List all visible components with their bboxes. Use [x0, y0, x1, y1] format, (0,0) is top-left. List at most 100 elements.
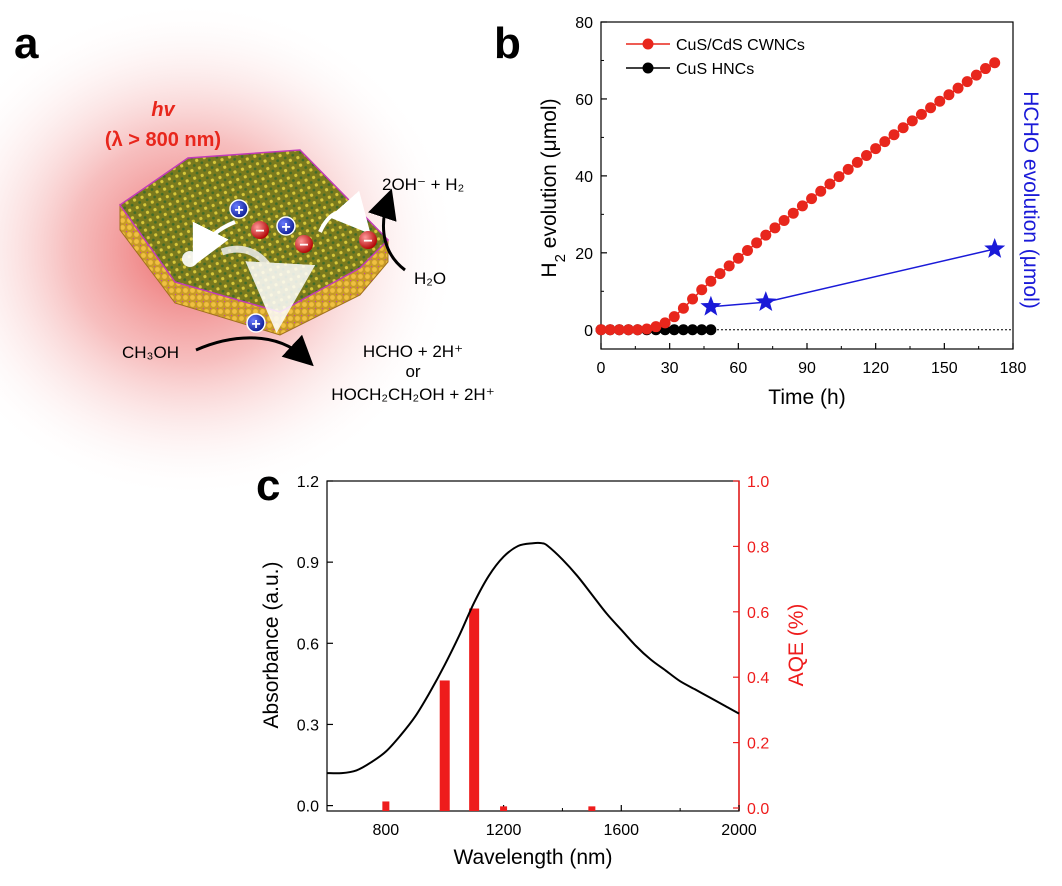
data-point	[796, 200, 808, 212]
plot-c-xlabel: Wavelength (nm)	[453, 846, 612, 869]
x-tick-label: 60	[729, 360, 747, 377]
x-tick-label: 180	[1000, 360, 1027, 377]
reactant-methanol: CH₃OH	[122, 343, 179, 362]
y2-tick-label: 0.2	[747, 736, 769, 753]
data-point	[980, 63, 992, 75]
water-reduction-arrow	[368, 188, 406, 272]
x-tick-label: 30	[661, 360, 679, 377]
x-tick-label: 800	[373, 822, 400, 839]
legend-label-cuscds: CuS/CdS CWNCs	[676, 37, 805, 54]
y2-tick-label: 1.0	[747, 474, 769, 491]
data-point	[641, 323, 653, 335]
legend-label-cus: CuS HNCs	[676, 61, 754, 78]
y-tick-label: 0.6	[297, 636, 319, 653]
data-point	[970, 69, 982, 81]
data-point	[696, 324, 708, 336]
svg-text:+: +	[234, 202, 243, 219]
data-point	[604, 324, 616, 336]
x-tick-label: 1200	[486, 822, 522, 839]
panel-b-chart: b 0 30 60 90 120 150 180 0 20 40 60 80 Time (h) H2 …	[494, 15, 1042, 409]
data-point	[732, 252, 744, 264]
y2-tick-label: 0.8	[747, 539, 769, 556]
svg-text:−: −	[299, 237, 308, 254]
data-point	[952, 82, 964, 94]
x-tick-label: 2000	[721, 822, 757, 839]
plot-b-marks	[595, 57, 1006, 336]
plot-b-ylabel: H2 evolution (μmol)	[538, 98, 569, 277]
panel-c-chart: c 800 1200 1600 2000 0.0 0.3 0.6 0.9 1.2 0.0 0.2 0.…	[256, 461, 808, 869]
data-point	[925, 102, 937, 114]
electron-1: −	[251, 221, 269, 240]
data-point	[787, 207, 799, 219]
y-tick-label: 1.2	[297, 474, 319, 491]
data-point	[632, 324, 644, 336]
x-tick-label: 0	[597, 360, 606, 377]
panel-a-schematic: a hv (λ > 800 nm) + + + − − − 2OH⁻ + H₂ …	[0, 0, 495, 500]
absorbance-curve	[326, 541, 740, 775]
hole-vacancy	[182, 251, 198, 267]
light-symbol: hv	[151, 99, 176, 121]
data-point	[989, 57, 1001, 69]
data-point	[677, 324, 689, 336]
series-line-hcho	[710, 248, 995, 308]
svg-text:+: +	[281, 219, 290, 236]
y-tick-label: 40	[575, 169, 593, 186]
star-point	[700, 295, 722, 316]
data-point	[650, 321, 662, 333]
data-point	[595, 324, 607, 336]
y-tick-label: 60	[575, 92, 593, 109]
plot-c-frame	[326, 480, 740, 812]
aqe-bar	[439, 680, 450, 811]
data-point	[934, 95, 946, 107]
panel-b-letter: b	[494, 19, 521, 68]
y2-tick-label: 0.0	[747, 801, 769, 818]
plot-b-legend: CuS/CdS CWNCs CuS HNCs	[626, 37, 805, 78]
panel-c-letter: c	[256, 461, 280, 510]
plot-b-y2label: HCHO evolution (μmol)	[1019, 91, 1042, 309]
data-point	[723, 260, 735, 272]
data-point	[897, 122, 909, 134]
data-point	[806, 193, 818, 205]
product-or: or	[405, 362, 420, 381]
legend-marker-red	[642, 38, 654, 50]
charge-transfer-arrow-3	[318, 190, 371, 234]
y2-tick-label: 0.4	[747, 670, 769, 687]
y2-tick-label: 0.6	[747, 605, 769, 622]
data-point	[851, 156, 863, 168]
data-point	[833, 171, 845, 183]
data-point	[622, 324, 634, 336]
data-point	[714, 268, 726, 280]
aqe-bar	[382, 801, 390, 811]
charge-transfer-arrow-2	[220, 245, 316, 333]
data-point	[668, 311, 680, 323]
electron-3: −	[359, 231, 377, 250]
plot-c-ylabel: Absorbance (a.u.)	[260, 562, 283, 729]
star-point	[755, 291, 777, 311]
data-point	[961, 76, 973, 88]
hole-2: +	[276, 216, 296, 236]
data-point	[906, 115, 918, 127]
data-point	[861, 149, 873, 161]
data-point	[888, 129, 900, 141]
y-tick-label: 0.9	[297, 555, 319, 572]
data-point	[769, 222, 781, 234]
plot-b-frame	[600, 21, 1014, 350]
x-tick-label: 150	[931, 360, 958, 377]
hole-3: +	[246, 313, 266, 333]
y-tick-label: 0	[584, 323, 593, 340]
electron-2: −	[295, 235, 313, 254]
light-condition: (λ > 800 nm)	[105, 129, 221, 151]
aqe-bar	[500, 806, 508, 811]
data-point	[943, 89, 955, 101]
x-tick-label: 90	[798, 360, 816, 377]
svg-text:−: −	[363, 233, 372, 250]
data-point	[870, 143, 882, 155]
data-point	[705, 275, 717, 287]
data-point	[815, 185, 827, 197]
data-point	[760, 229, 772, 241]
data-point	[915, 108, 927, 120]
charge-transfer-arrow-1	[192, 220, 236, 267]
hole-1: +	[229, 199, 249, 219]
data-point	[824, 178, 836, 190]
methanol-oxidation-arrow	[195, 334, 314, 367]
